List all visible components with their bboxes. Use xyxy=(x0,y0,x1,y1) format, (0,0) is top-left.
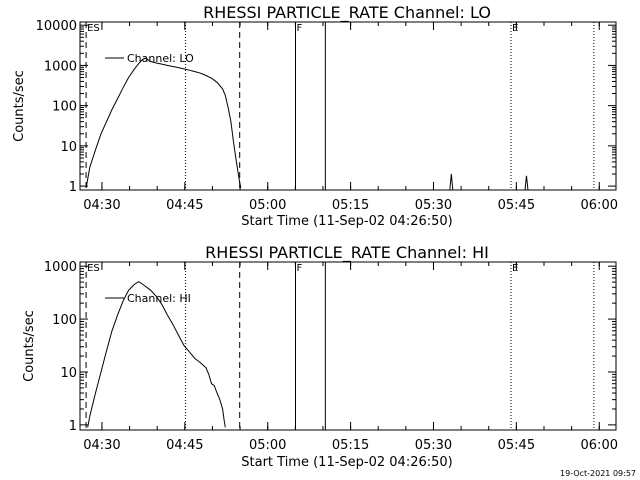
y-tick-label: 1 xyxy=(69,419,77,434)
y-tick-label: 10 xyxy=(60,366,77,381)
legend-label: Channel: HI xyxy=(127,292,191,305)
y-tick-label: 100 xyxy=(52,313,77,328)
plot-frame xyxy=(79,261,617,431)
event-markers: ES F E xyxy=(87,23,518,34)
chart-title: RHESSI PARTICLE_RATE Channel: HI xyxy=(205,243,489,263)
y-tick-label: 1 xyxy=(69,180,77,195)
x-tick-label: 05:15 xyxy=(332,438,369,453)
y-tick-label: 1000 xyxy=(44,260,77,275)
legend: Channel: HI xyxy=(105,292,191,305)
y-axis-label: Counts/sec xyxy=(12,70,27,142)
x-tick-label: 04:30 xyxy=(83,198,120,213)
event-marker-label: ES xyxy=(87,263,100,274)
x-axis-label: Start Time (11-Sep-02 04:26:50) xyxy=(241,455,452,470)
legend: Channel: LO xyxy=(105,52,194,65)
x-tick-label: 05:45 xyxy=(498,198,535,213)
plot-frame xyxy=(79,21,617,191)
x-tick-label: 05:00 xyxy=(249,438,286,453)
y-tick-label: 10 xyxy=(60,140,77,155)
event-lines xyxy=(85,22,595,190)
x-axis-ticks: 04:30 04:45 05:00 05:15 05:30 05:45 06:00 xyxy=(83,22,618,213)
series-line xyxy=(85,57,242,188)
spike-mark xyxy=(524,175,529,191)
lo-channel-panel: RHESSI PARTICLE_RATE Channel: LO 1101001… xyxy=(12,3,618,229)
x-axis-label: Start Time (11-Sep-02 04:26:50) xyxy=(241,214,452,229)
x-tick-label: 05:30 xyxy=(415,198,452,213)
event-marker-label: ES xyxy=(87,23,100,34)
event-marker-label: F xyxy=(297,23,303,34)
x-tick-label: 04:45 xyxy=(166,438,203,453)
x-tick-label: 05:45 xyxy=(498,438,535,453)
y-axis-ticks: 1 10 100 1000 xyxy=(44,260,616,434)
event-marker-label: E xyxy=(512,23,518,34)
x-tick-label: 06:00 xyxy=(581,438,618,453)
spike-mark xyxy=(449,173,454,191)
event-markers: ES F E xyxy=(87,263,518,274)
event-lines xyxy=(85,262,595,430)
generation-timestamp: 19-Oct-2021 09:57 xyxy=(560,469,636,478)
x-tick-label: 05:30 xyxy=(415,438,452,453)
event-marker-label: F xyxy=(297,263,303,274)
x-tick-label: 04:30 xyxy=(83,438,120,453)
series-line xyxy=(87,281,226,428)
chart-title: RHESSI PARTICLE_RATE Channel: LO xyxy=(203,3,491,23)
event-marker-label: E xyxy=(512,263,518,274)
x-tick-label: 06:00 xyxy=(581,198,618,213)
y-tick-label: 10000 xyxy=(36,19,77,34)
data-series xyxy=(85,57,529,191)
y-tick-label: 1000 xyxy=(44,59,77,74)
x-tick-label: 05:15 xyxy=(332,198,369,213)
legend-label: Channel: LO xyxy=(127,52,194,65)
x-tick-label: 05:00 xyxy=(249,198,286,213)
hi-channel-panel: RHESSI PARTICLE_RATE Channel: HI 1101001… xyxy=(22,243,618,470)
x-tick-label: 04:45 xyxy=(166,198,203,213)
x-axis-ticks: 04:30 04:45 05:00 05:15 05:30 05:45 06:00 xyxy=(83,262,618,453)
y-axis-ticks: 1 10 100 1000 10000 xyxy=(36,19,616,195)
y-tick-label: 100 xyxy=(52,100,77,115)
data-series xyxy=(87,281,226,428)
y-axis-label: Counts/sec xyxy=(22,310,37,382)
